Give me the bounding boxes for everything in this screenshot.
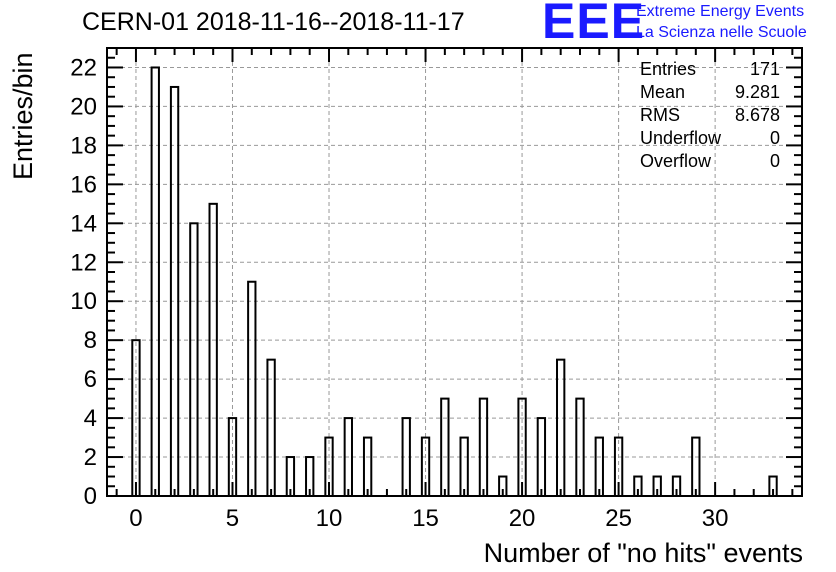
stats-value: 8.678 [734, 105, 780, 125]
stats-value: 0 [769, 128, 780, 148]
x-tick-label: 30 [702, 505, 729, 532]
y-tick-label: 14 [70, 210, 97, 237]
histogram-bar [440, 397, 450, 498]
logo-mark: EEE [542, 0, 646, 49]
x-axis-label: Number of "no hits" events [483, 538, 803, 568]
stats-value: 9.281 [734, 82, 780, 102]
y-tick-label: 16 [70, 171, 97, 198]
x-tick-label: 25 [605, 505, 632, 532]
stats-value: 171 [749, 59, 780, 79]
stats-value: 0 [769, 151, 780, 171]
stats-row-entries: Entries 171 [640, 58, 780, 81]
stats-label: Entries [640, 59, 697, 79]
histogram-bar [691, 436, 701, 497]
logo-line-1: Extreme Energy Events [636, 3, 805, 20]
histogram-bar [478, 397, 489, 498]
x-tick-label: 20 [509, 505, 536, 532]
histogram-bar [459, 436, 469, 497]
histogram-bar [594, 436, 604, 497]
y-tick-label: 6 [84, 366, 97, 393]
y-tick-label: 4 [84, 405, 97, 432]
histogram-bar [362, 436, 373, 497]
y-tick-label: 2 [84, 444, 97, 471]
y-tick-label: 22 [70, 54, 97, 81]
y-axis-label: Entries/bin [8, 52, 38, 180]
stats-label: Mean [640, 82, 686, 102]
logo-line-2: La Scienza nelle Scuole [636, 24, 807, 41]
stats-row-rms: RMS 8.678 [640, 104, 780, 127]
histogram-bar [266, 358, 276, 497]
y-tick-label: 12 [70, 249, 97, 276]
x-tick-label: 5 [226, 505, 239, 532]
stats-label: Underflow [640, 128, 722, 148]
x-tick-label: 15 [412, 505, 439, 532]
histogram-bar [247, 280, 257, 497]
histogram-bar [169, 85, 180, 498]
histogram-bar [208, 202, 218, 497]
y-tick-label: 18 [70, 132, 97, 159]
stats-box: Entries 171 Mean 9.281 RMS 8.678 Underfl… [640, 58, 780, 173]
stats-row-underflow: Underflow 0 [640, 127, 780, 150]
stats-label: Overflow [640, 151, 712, 171]
y-tick-label: 0 [84, 483, 97, 510]
x-tick-label: 0 [129, 505, 142, 532]
y-tick-label: 10 [70, 288, 97, 315]
y-tick-label: 20 [70, 93, 97, 120]
chart-title: CERN-01 2018-11-16--2018-11-17 [82, 8, 465, 36]
stats-row-mean: Mean 9.281 [640, 81, 780, 104]
histogram-bar [575, 397, 585, 498]
stats-label: RMS [640, 105, 680, 125]
histogram-bar [189, 222, 199, 497]
y-tick-label: 8 [84, 327, 97, 354]
histogram-bar [556, 358, 566, 497]
histogram-bar [150, 66, 160, 497]
x-tick-label: 10 [316, 505, 343, 532]
stats-row-overflow: Overflow 0 [640, 150, 780, 173]
